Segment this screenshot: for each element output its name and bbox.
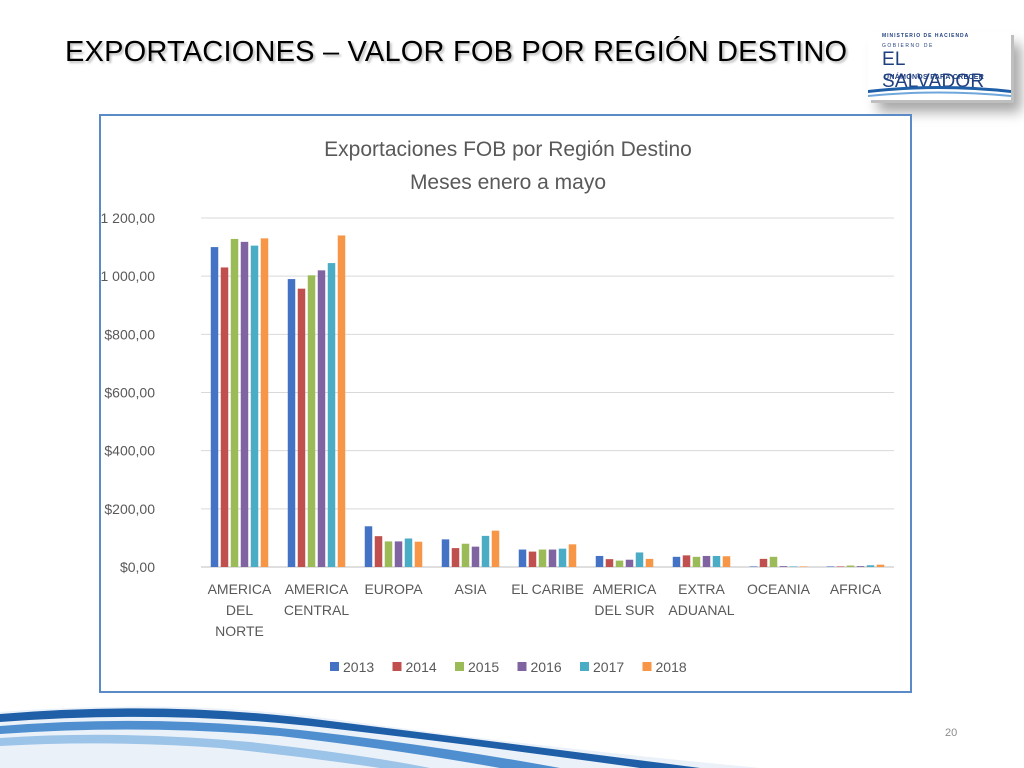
bar-2018 [491,530,500,567]
legend-label: 2015 [468,659,499,675]
logo-stripes-icon [868,86,1011,97]
bar-2016 [779,566,788,567]
bar-2017 [712,555,721,567]
bar-2017 [404,538,413,567]
bar-2018 [876,564,885,567]
page-number: 20 [945,727,958,739]
y-tick-label: $1 200,00 [101,210,155,226]
y-tick-label: $1 000,00 [101,268,155,284]
x-tick-label: AMERICA DEL SUR [593,581,657,618]
x-tick-label: OCEANIA [747,581,811,597]
bar-2013 [441,539,450,567]
bar-2016 [317,270,326,567]
y-tick-label: $200,00 [104,501,155,517]
legend-swatch [455,662,464,671]
slide-title: EXPORTACIONES – VALOR FOB POR REGIÓN DES… [65,36,848,68]
bar-2016 [240,241,249,567]
bar-2018 [722,556,731,567]
x-tick-label: ASIA [455,581,488,597]
bar-2018 [799,566,808,567]
bar-2016 [548,549,557,567]
bar-2018 [260,238,269,567]
bar-2013 [595,555,604,567]
bar-2015 [692,556,701,567]
bar-2014 [605,559,614,567]
bar-2017 [250,245,259,568]
legend-label: 2014 [406,659,437,675]
legend-swatch [580,662,589,671]
legend-label: 2017 [593,659,624,675]
el-salvador-logo: MINISTERIO DE HACIENDA GOBIERNO DE EL SA… [868,32,1011,100]
chart-subtitle: Meses enero a mayo [410,171,606,194]
legend-swatch [330,662,339,671]
bar-2016 [394,541,403,567]
bar-2014 [759,558,768,567]
chart-frame: Exportaciones FOB por Región Destino Mes… [99,114,912,693]
x-tick-label: AMERICA DEL NORTE [208,581,272,639]
bar-2014 [682,555,691,567]
bar-2014 [220,267,229,567]
legend-label: 2018 [656,659,687,675]
bar-2015 [384,541,393,567]
bar-2018 [414,541,423,567]
chart-title: Exportaciones FOB por Región Destino [324,138,692,161]
legend-swatch [642,662,652,671]
bar-2013 [749,566,758,567]
bar-2014 [836,566,845,567]
bar-2016 [625,559,634,567]
bar-2016 [702,555,711,567]
bar-2013 [364,526,373,567]
bars [210,235,885,568]
x-tick-label: AFRICA [830,581,882,597]
bar-2017 [327,263,336,567]
bar-chart: Exportaciones FOB por Región Destino Mes… [101,138,894,675]
bar-2017 [789,566,798,567]
logo-gobierno-text: GOBIERNO DE [882,43,934,49]
bar-2017 [635,552,644,567]
bar-2014 [451,548,460,567]
bar-2018 [645,558,654,567]
bar-2014 [297,288,306,567]
legend-swatch [517,662,527,671]
bar-2018 [568,544,577,567]
bar-2013 [672,556,681,567]
bar-2014 [374,536,383,567]
bar-2015 [615,560,624,567]
y-axis-ticks: $0,00 $200,00 $400,00 $600,00 $800,00 $1 000,… [101,210,155,575]
x-tick-label: AMERICA CENTRAL [284,581,350,618]
x-tick-label: EUROPA [364,581,423,597]
bar-2017 [558,548,567,567]
bar-2013 [518,549,527,567]
y-tick-label: $600,00 [104,385,155,401]
bar-2015 [230,238,239,567]
y-tick-label: $400,00 [104,443,155,459]
bottom-wave-decoration [0,706,760,768]
y-tick-label: $0,00 [120,559,155,575]
legend: 2013 2014 2015 2016 2017 2018 [330,659,687,675]
x-tick-label: EXTRA ADUANAL [668,581,734,618]
legend-label: 2016 [531,659,562,675]
legend-label: 2013 [343,659,374,675]
bar-2017 [866,565,875,567]
x-axis-labels: AMERICA DEL NORTE AMERICA CENTRAL EUROPA ASIA E… [208,581,882,639]
x-tick-label: EL CARIBE [511,581,584,597]
logo-motto-text: UNÁMONOS PARA CRECER [884,74,985,81]
bar-2015 [461,543,470,567]
legend-swatch [392,662,402,671]
bar-2013 [826,566,835,567]
logo-ministry-text: MINISTERIO DE HACIENDA [882,33,970,39]
gridlines [201,217,894,568]
bar-2015 [846,565,855,567]
bar-2015 [538,549,547,567]
bar-2016 [856,566,865,567]
bar-2013 [210,247,219,568]
bar-2013 [287,279,296,567]
y-tick-label: $800,00 [104,326,155,342]
bar-2015 [307,275,316,567]
bar-2017 [481,535,490,567]
bar-2015 [769,556,778,567]
bar-2018 [337,235,346,567]
bar-2014 [528,551,537,567]
bar-2016 [471,546,480,567]
